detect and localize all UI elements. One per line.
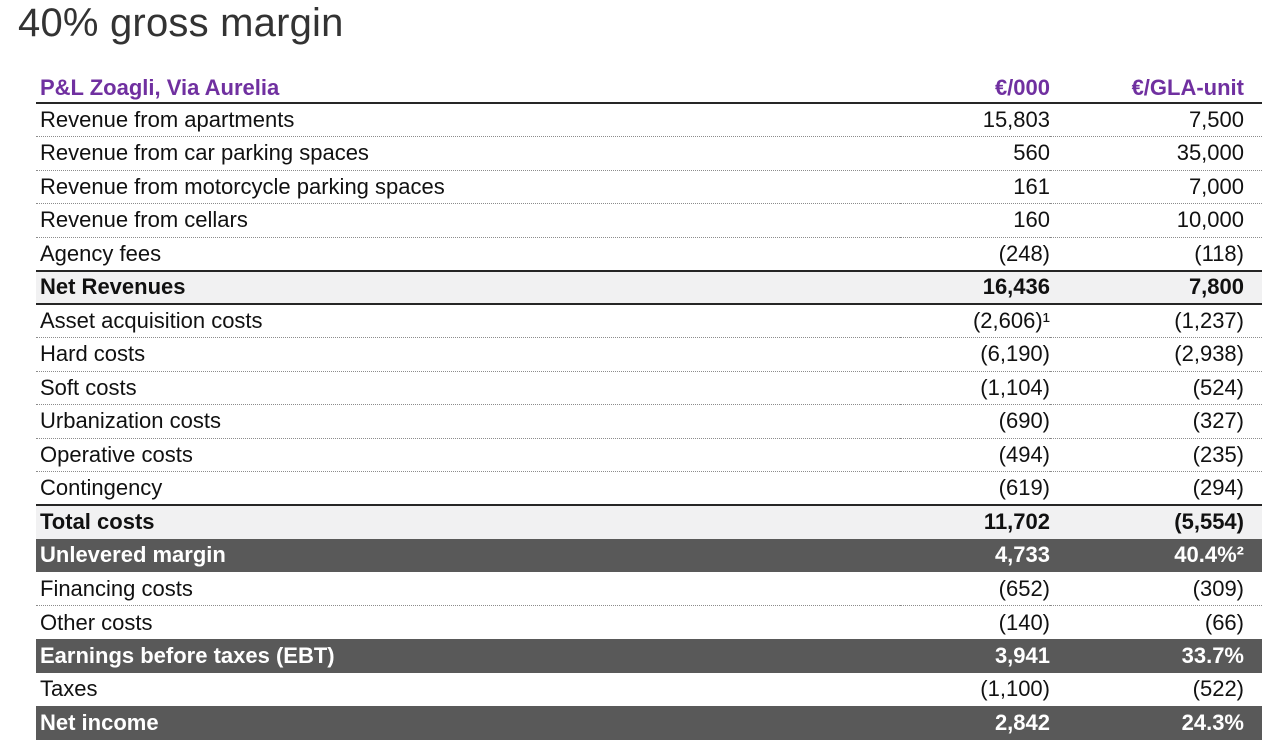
- table-row: Operative costs (494) (235): [36, 438, 1262, 472]
- col-header-gla-unit: €/GLA-unit: [1050, 74, 1262, 104]
- row-label: Unlevered margin: [40, 542, 226, 568]
- value-eur000: 2,842: [994, 709, 1050, 735]
- value-eur000: 11,702: [900, 504, 1050, 539]
- value-eur000: (690): [900, 404, 1050, 439]
- value-eur000: 160: [900, 203, 1050, 238]
- value-eur000: 15,803: [900, 103, 1050, 137]
- value-eur000: 161: [900, 170, 1050, 204]
- value-eur000: (2,606)¹: [900, 304, 1050, 338]
- table-row: Revenue from car parking spaces 560 35,0…: [36, 136, 1262, 171]
- value-eur000: 4,733: [994, 542, 1050, 568]
- value-gla: 7,800: [1050, 269, 1262, 305]
- value-gla: 35,000: [1050, 136, 1262, 171]
- row-label: Net Revenues: [36, 269, 900, 305]
- value-eur000: (1,104): [900, 371, 1050, 405]
- table-row: Revenue from cellars 160 10,000: [36, 203, 1262, 238]
- table-row: Financing costs (652) (309): [36, 572, 1262, 606]
- row-label: Revenue from car parking spaces: [36, 136, 900, 171]
- row-label: Earnings before taxes (EBT): [40, 642, 335, 668]
- col-header-title: P&L Zoagli, Via Aurelia: [36, 74, 900, 104]
- value-eur000: (494): [900, 438, 1050, 472]
- table-row: Hard costs (6,190) (2,938): [36, 337, 1262, 372]
- row-label: Taxes: [40, 676, 98, 702]
- value-gla: (327): [1050, 404, 1262, 439]
- row-label: Asset acquisition costs: [36, 304, 900, 338]
- table-row-subtotal: Total costs 11,702 (5,554): [36, 504, 1262, 539]
- value-gla: (1,237): [1050, 304, 1262, 338]
- table-row: Taxes (1,100) (522): [36, 673, 1262, 707]
- value-eur000: 3,941: [994, 642, 1050, 668]
- value-gla: 24.3%: [1181, 709, 1244, 735]
- table-row-highlight: Unlevered margin 4,733 40.4%²: [36, 538, 1262, 572]
- table-row-highlight: Earnings before taxes (EBT) 3,941 33.7%: [36, 639, 1262, 673]
- value-gla: 10,000: [1050, 203, 1262, 238]
- row-label: Hard costs: [36, 337, 900, 372]
- row-label: Soft costs: [36, 371, 900, 405]
- value-gla: (5,554): [1050, 504, 1262, 539]
- value-eur000: 560: [900, 136, 1050, 171]
- value-gla: (2,938): [1050, 337, 1262, 372]
- row-label: Urbanization costs: [36, 404, 900, 439]
- value-gla: (66): [1204, 609, 1244, 635]
- value-gla: 7,000: [1050, 170, 1262, 204]
- value-gla: 33.7%: [1181, 642, 1244, 668]
- row-label: Contingency: [40, 475, 163, 500]
- page-title: 40% gross margin: [18, 1, 344, 45]
- table-row: Soft costs (1,104) (524): [36, 371, 1262, 405]
- value-gla: (309): [1050, 572, 1262, 606]
- table-row-subtotal: Net Revenues 16,436 7,800: [36, 269, 1262, 305]
- row-label: Revenue from motorcycle parking spaces: [36, 170, 900, 204]
- table-row: Contingency (619) (294): [36, 472, 1262, 506]
- value-eur000: 16,436: [900, 269, 1050, 305]
- table-row: Asset acquisition costs (2,606)¹ (1,237): [36, 304, 1262, 338]
- value-eur000: (140): [998, 609, 1050, 635]
- row-label: Financing costs: [36, 572, 900, 606]
- value-eur000: (652): [900, 572, 1050, 606]
- col-header-eur000: €/000: [900, 74, 1050, 104]
- row-label: Agency fees: [40, 240, 162, 266]
- row-label: Other costs: [40, 609, 153, 635]
- row-label: Revenue from cellars: [36, 203, 900, 238]
- table-row: Agency fees (248) (118): [36, 237, 1262, 271]
- value-eur000: (1,100): [980, 676, 1050, 702]
- value-gla: (522): [1192, 676, 1244, 702]
- table-row: Urbanization costs (690) (327): [36, 404, 1262, 439]
- value-eur000: (248): [998, 240, 1050, 266]
- value-gla: (524): [1050, 371, 1262, 405]
- table-row: Revenue from apartments 15,803 7,500: [36, 103, 1262, 137]
- value-gla: (118): [1194, 240, 1244, 266]
- pl-table: P&L Zoagli, Via Aurelia €/000 €/GLA-unit…: [36, 74, 1262, 740]
- row-label: Net income: [40, 709, 159, 735]
- table-row: Revenue from motorcycle parking spaces 1…: [36, 170, 1262, 204]
- table-row-highlight: Net income 2,842 24.3%: [36, 706, 1262, 740]
- value-gla: (294): [1192, 475, 1244, 500]
- table-header-row: P&L Zoagli, Via Aurelia €/000 €/GLA-unit: [36, 74, 1262, 104]
- row-label: Revenue from apartments: [36, 103, 900, 137]
- value-gla: 7,500: [1050, 103, 1262, 137]
- value-eur000: (6,190): [900, 337, 1050, 372]
- value-gla: 40.4%²: [1174, 542, 1244, 568]
- value-gla: (235): [1050, 438, 1262, 472]
- table-row: Other costs (140) (66): [36, 606, 1262, 640]
- value-eur000: (619): [998, 475, 1050, 500]
- row-label: Operative costs: [36, 438, 900, 472]
- row-label: Total costs: [36, 504, 900, 539]
